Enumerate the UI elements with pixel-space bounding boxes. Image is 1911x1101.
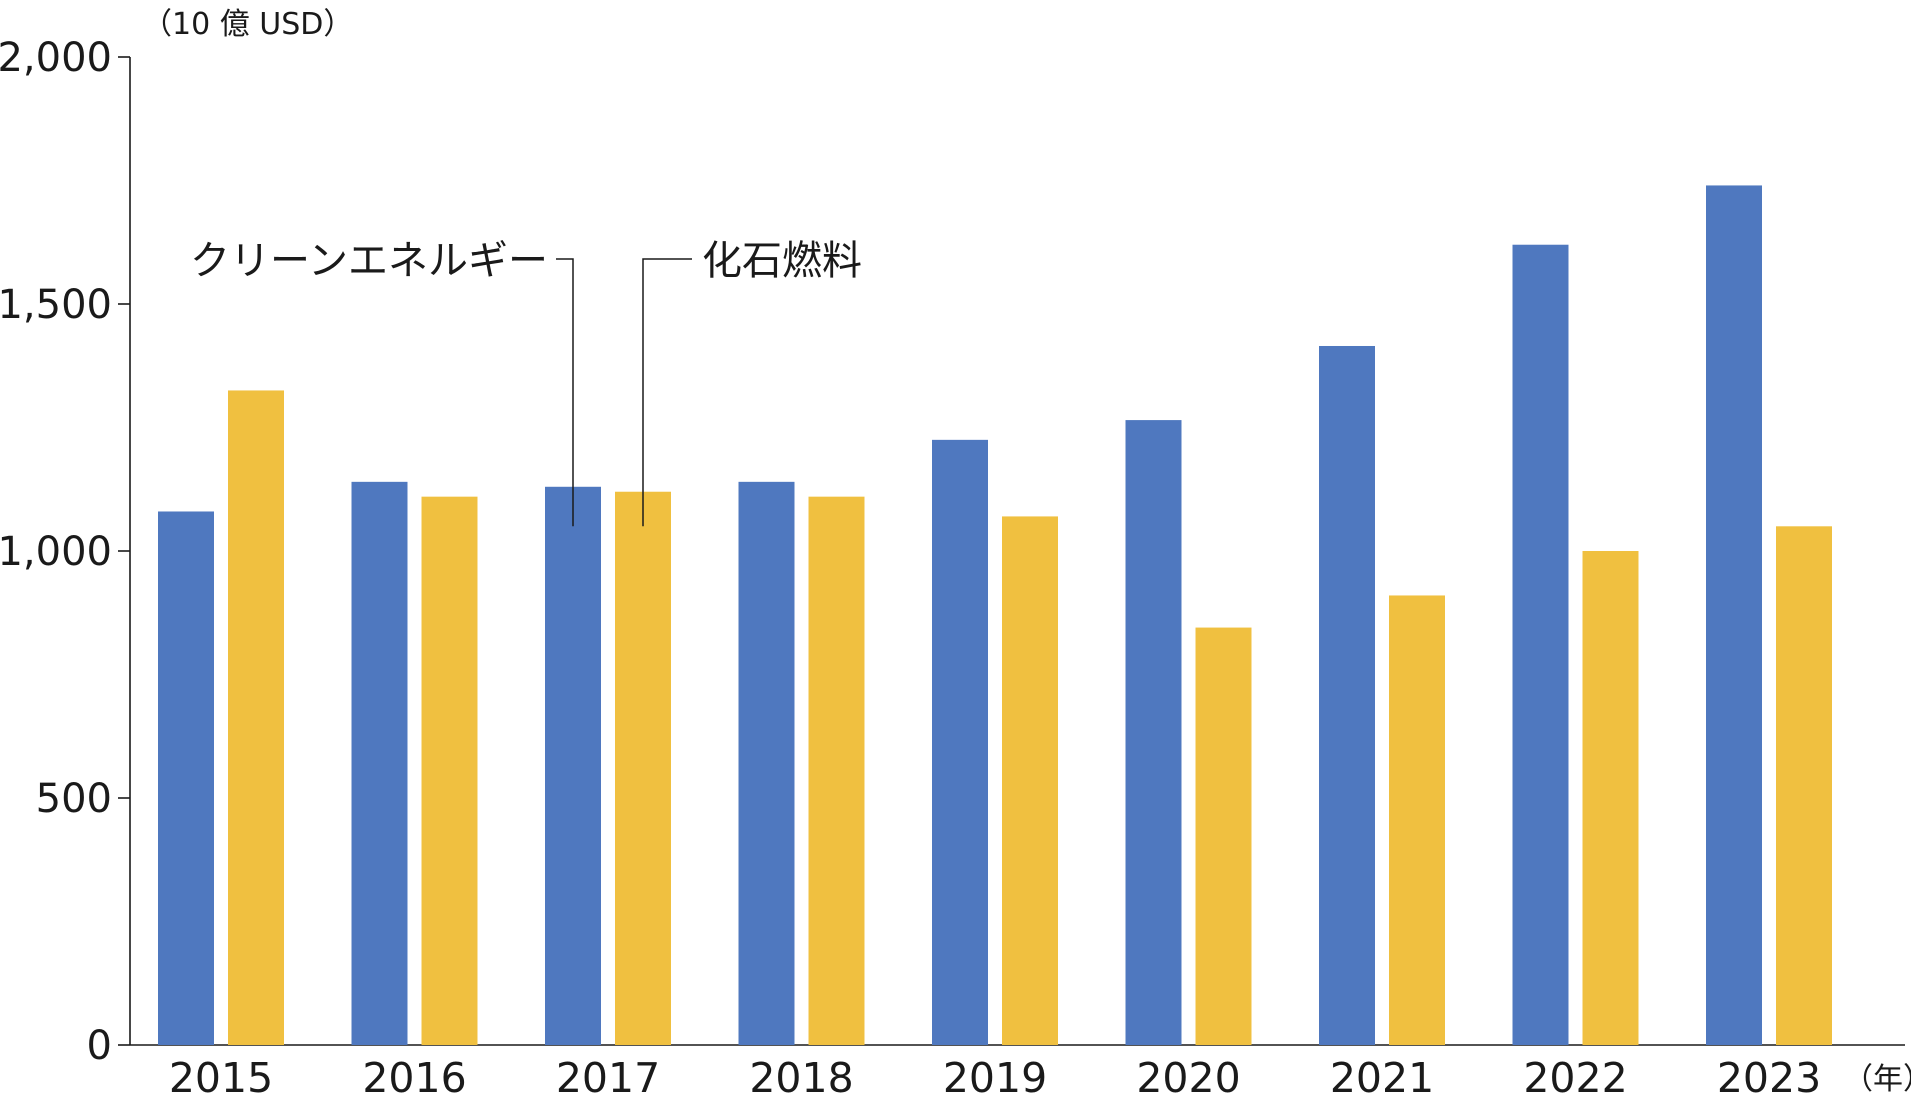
x-tick-label: 2016 [362,1054,466,1097]
bar-fossil-fuel-2021 [1389,595,1445,1045]
bar-fossil-fuel-2019 [1002,516,1058,1045]
bar-clean-energy-2018 [738,481,795,1046]
bar-fossil-fuel-2020 [1195,627,1252,1045]
bar-fossil-fuel-2016 [421,496,478,1045]
legend-clean-energy-label: クリーンエネルギー [190,238,548,284]
x-tick-label: 2021 [1330,1054,1434,1097]
bar-fossil-fuel-2018 [808,496,865,1045]
legend: クリーンエネルギー 化石燃料 [190,238,862,527]
bar-clean-energy-2016 [351,481,408,1046]
bar-clean-energy-2022 [1512,244,1569,1046]
y-tick-label: 500 [36,776,112,822]
x-tick-label: 2019 [943,1054,1047,1097]
x-tick-label: 2017 [556,1054,660,1097]
x-tick-label: 2022 [1523,1054,1627,1097]
bar-clean-energy-2017 [545,486,601,1045]
bars [158,185,1832,1046]
x-tick-label: 2018 [749,1054,853,1097]
bar-clean-energy-2023 [1706,185,1762,1045]
legend-fossil-fuel-label: 化石燃料 [702,238,862,284]
bar-fossil-fuel-2015 [228,390,284,1045]
y-tick-label: 2,000 [0,35,112,81]
bar-fossil-fuel-2022 [1582,551,1639,1045]
bar-clean-energy-2021 [1319,345,1375,1045]
x-tick-label: 2020 [1136,1054,1240,1097]
y-tick-label: 1,500 [0,282,112,328]
x-tick-label: 2015 [169,1054,273,1097]
bar-clean-energy-2019 [932,439,988,1046]
x-axis-unit-label: （年） [1843,1062,1911,1097]
bar-fossil-fuel-2017 [615,491,671,1046]
y-tick-label: 0 [87,1023,112,1069]
bar-clean-energy-2020 [1125,420,1182,1046]
labels: 0 500 1,000 1,500 2,000 （10 億 USD） 2015 2016 201… [0,7,1911,1101]
x-tick-label: 2023 [1717,1054,1821,1097]
legend-clean-energy-leader [556,258,574,527]
y-tick-label: 1,000 [0,529,112,575]
y-axis-unit-label: （10 億 USD） [142,7,353,42]
bar-clean-energy-2015 [158,511,214,1046]
legend-fossil-fuel-leader [642,258,692,527]
bar-fossil-fuel-2023 [1776,526,1832,1045]
